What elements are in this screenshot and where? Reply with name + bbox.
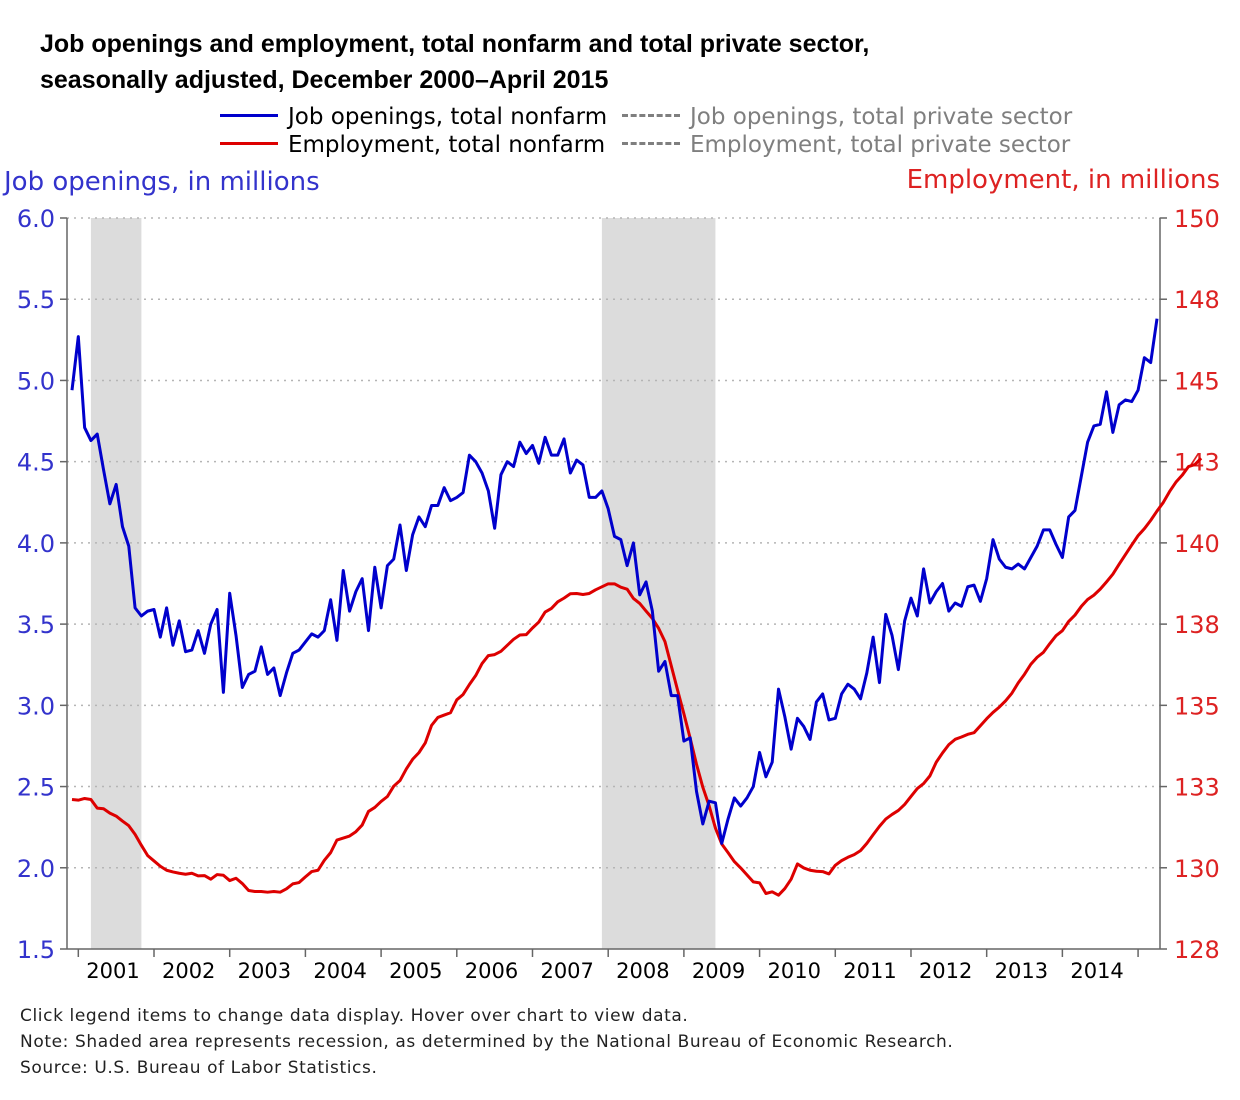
y-left-tick-label: 4.0 — [17, 530, 55, 558]
right-axis-title: Employment, in millions — [906, 165, 1220, 195]
legend-swatch — [622, 142, 680, 145]
legend-swatch — [220, 142, 278, 145]
legend-label: Employment, total nonfarm — [288, 132, 606, 158]
notes-instructions: Click legend items to change data displa… — [20, 1006, 689, 1026]
series-line-job-openings-nonfarm[interactable] — [70, 318, 1159, 845]
legend-label: Job openings, total nonfarm — [288, 104, 608, 130]
x-tick-label: 2002 — [162, 959, 215, 983]
y-right-tick-label: 133 — [1174, 774, 1220, 802]
y-left-tick-label: 2.0 — [17, 855, 55, 883]
y-left-tick-label: 5.5 — [17, 286, 55, 314]
recession-band — [601, 218, 716, 949]
legend-item-job-openings-nonfarm[interactable]: Job openings, total nonfarm — [220, 103, 607, 131]
x-tick-label: 2009 — [692, 959, 745, 983]
y-right-tick-label: 150 — [1174, 205, 1220, 233]
y-left-tick-label: 2.5 — [17, 774, 55, 802]
left-axis-title: Job openings, in millions — [4, 167, 320, 197]
legend-item-employment-nonfarm[interactable]: Employment, total nonfarm — [220, 131, 605, 159]
notes-source: Source: U.S. Bureau of Labor Statistics. — [20, 1058, 378, 1078]
y-right-tick-label: 135 — [1174, 692, 1220, 720]
legend-label: Employment, total private sector — [690, 132, 1071, 158]
x-tick-label: 2008 — [616, 959, 669, 983]
y-left-tick-label: 4.5 — [17, 449, 55, 477]
chart-plot[interactable]: 2001 2002 2003 2004 2005 2006 2007 2008 2009 2010… — [0, 0, 1240, 1000]
y-left-tick-label: 5.0 — [17, 367, 55, 395]
y-right-tick-label: 145 — [1174, 367, 1220, 395]
series-line-employment-nonfarm[interactable] — [71, 457, 1203, 897]
x-tick-label: 2011 — [843, 959, 896, 983]
notes-recession: Note: Shaded area represents recession, … — [20, 1032, 954, 1052]
y-right-tick-label: 128 — [1174, 936, 1220, 964]
y-right-tick-label: 130 — [1174, 855, 1220, 883]
legend-swatch — [220, 114, 278, 117]
x-tick-label: 2004 — [313, 959, 366, 983]
y-right-tick-label: 138 — [1174, 611, 1220, 639]
x-tick-label: 2007 — [540, 959, 593, 983]
x-tick-label: 2012 — [919, 959, 972, 983]
y-left-tick-label: 3.5 — [17, 611, 55, 639]
chart-title-line-1: Job openings and employment, total nonfa… — [40, 30, 870, 58]
x-tick-label: 2006 — [465, 959, 518, 983]
legend-item-employment-private[interactable]: Employment, total private sector — [622, 131, 1070, 159]
y-left-tick-label: 3.0 — [17, 692, 55, 720]
x-tick-label: 2003 — [238, 959, 291, 983]
y-right-tick-label: 148 — [1174, 286, 1220, 314]
y-left-tick-label: 1.5 — [17, 936, 55, 964]
x-tick-label: 2005 — [389, 959, 442, 983]
legend-label: Job openings, total private sector — [690, 104, 1073, 130]
legend-item-job-openings-private[interactable]: Job openings, total private sector — [622, 103, 1072, 131]
y-left-tick-label: 6.0 — [17, 205, 55, 233]
y-right-tick-label: 140 — [1174, 530, 1220, 558]
chart-title-line-2: seasonally adjusted, December 2000–April… — [40, 66, 609, 94]
x-tick-label: 2001 — [86, 959, 139, 983]
x-tick-label: 2010 — [768, 959, 821, 983]
x-tick-label: 2014 — [1070, 959, 1123, 983]
chart-notes: Click legend items to change data displa… — [20, 1003, 953, 1081]
chart-title: Job openings and employment, total nonfa… — [40, 26, 1140, 98]
legend-swatch — [622, 114, 680, 117]
x-tick-label: 2013 — [995, 959, 1048, 983]
